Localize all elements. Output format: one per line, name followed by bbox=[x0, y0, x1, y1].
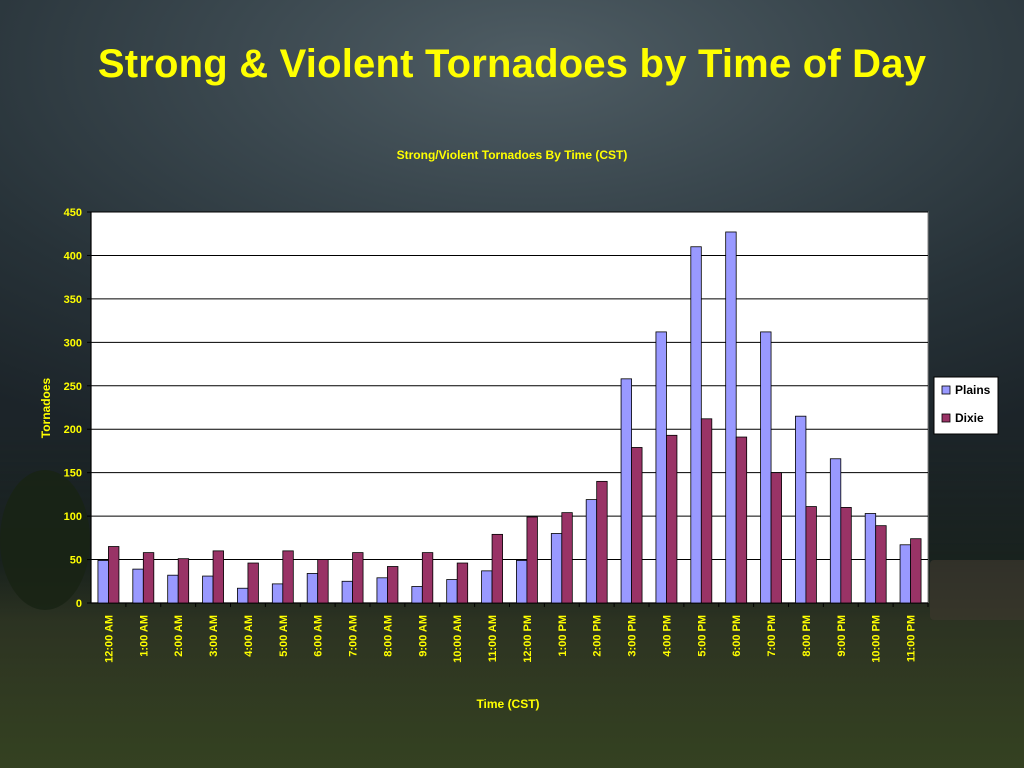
x-tick-label: 9:00 AM bbox=[417, 615, 429, 657]
x-tick-label: 10:00 AM bbox=[452, 615, 464, 663]
y-tick-label: 150 bbox=[64, 468, 82, 480]
bar-plains bbox=[167, 574, 179, 604]
x-tick-label: 5:00 PM bbox=[696, 615, 708, 657]
bar-dixie bbox=[142, 552, 155, 604]
bar-dixie bbox=[421, 552, 434, 604]
legend-label-plains: Plains bbox=[955, 383, 991, 397]
bar-plains bbox=[725, 231, 737, 604]
slide-title: Strong & Violent Tornadoes by Time of Da… bbox=[97, 42, 927, 86]
bar-dixie bbox=[491, 533, 503, 604]
y-tick-label: 50 bbox=[70, 555, 82, 567]
bar-plains bbox=[376, 577, 388, 604]
x-tick-label: 2:00 AM bbox=[173, 615, 185, 657]
bar-dixie bbox=[561, 512, 573, 604]
bar-plains bbox=[795, 415, 807, 604]
bar-dixie bbox=[700, 418, 713, 604]
x-tick-label: 1:00 PM bbox=[557, 615, 569, 657]
bar-plains bbox=[585, 499, 598, 604]
plot-area bbox=[90, 211, 929, 604]
x-tick-label: 6:00 AM bbox=[313, 615, 325, 657]
bar-dixie bbox=[805, 506, 817, 604]
y-tick-label: 300 bbox=[64, 337, 82, 349]
x-tick-label: 7:00 PM bbox=[766, 615, 778, 657]
bar-dixie bbox=[666, 434, 678, 604]
bar-dixie bbox=[526, 516, 538, 604]
x-tick-label: 7:00 AM bbox=[348, 615, 360, 657]
bar-dixie bbox=[910, 538, 922, 604]
x-tick-label: 12:00 PM bbox=[522, 615, 534, 663]
legend-label-dixie: Dixie bbox=[955, 411, 984, 425]
bar-plains bbox=[132, 568, 144, 604]
y-tick-label: 350 bbox=[64, 294, 82, 306]
y-tick-label: 250 bbox=[64, 381, 82, 393]
x-tick-label: 6:00 PM bbox=[731, 615, 743, 657]
bar-plains bbox=[411, 586, 423, 604]
x-axis-label: Time (CST) bbox=[476, 697, 539, 711]
bar-plains bbox=[306, 573, 319, 604]
bar-plains bbox=[446, 579, 458, 604]
y-tick-label: 200 bbox=[64, 424, 82, 436]
legend-swatch-dixie bbox=[941, 413, 951, 423]
bar-plains bbox=[271, 583, 284, 604]
bar-plains bbox=[690, 246, 702, 604]
bar-dixie bbox=[387, 566, 399, 604]
x-tick-label: 11:00 PM bbox=[906, 615, 918, 662]
bar-dixie bbox=[177, 558, 190, 604]
bar-dixie bbox=[317, 559, 329, 604]
y-tick-label: 100 bbox=[64, 511, 82, 523]
x-tick-label: 12:00 AM bbox=[103, 615, 115, 663]
bar-plains bbox=[829, 458, 842, 604]
bar-dixie bbox=[247, 562, 259, 604]
bar-dixie bbox=[840, 507, 852, 604]
bar-dixie bbox=[108, 546, 120, 604]
bar-plains bbox=[97, 560, 109, 604]
bar-dixie bbox=[456, 562, 469, 604]
x-tick-label: 8:00 PM bbox=[801, 615, 813, 657]
bar-plains bbox=[550, 533, 563, 604]
x-tick-label: 2:00 PM bbox=[592, 615, 604, 657]
bar-plains bbox=[341, 580, 353, 604]
bar-dixie bbox=[282, 550, 294, 604]
y-tick-label: 450 bbox=[64, 207, 82, 219]
x-tick-label: 11:00 AM bbox=[487, 615, 499, 662]
x-tick-label: 3:00 AM bbox=[208, 615, 220, 657]
bar-dixie bbox=[352, 552, 364, 604]
x-tick-label: 10:00 PM bbox=[871, 615, 883, 663]
x-tick-label: 4:00 PM bbox=[661, 615, 673, 657]
bar-plains bbox=[237, 587, 249, 604]
x-tick-label: 9:00 PM bbox=[836, 615, 848, 657]
x-tick-label: 8:00 AM bbox=[382, 615, 394, 657]
x-tick-label: 3:00 PM bbox=[627, 615, 639, 657]
y-tick-label: 400 bbox=[64, 250, 82, 262]
bar-dixie bbox=[735, 436, 748, 604]
bar-dixie bbox=[875, 525, 887, 604]
chart-title: Strong/Violent Tornadoes By Time (CST) bbox=[397, 148, 628, 162]
bar-dixie bbox=[212, 550, 224, 604]
bar-plains bbox=[620, 378, 632, 604]
bar-dixie bbox=[770, 472, 782, 604]
bar-plains bbox=[202, 575, 214, 604]
x-tick-label: 5:00 AM bbox=[278, 615, 290, 657]
bar-plains bbox=[516, 560, 528, 604]
x-tick-label: 4:00 AM bbox=[243, 615, 255, 657]
bar-plains bbox=[899, 544, 911, 604]
bar-plains bbox=[655, 331, 667, 604]
y-axis-label: Tornadoes bbox=[39, 377, 53, 438]
y-tick-label: 0 bbox=[76, 598, 82, 610]
bar-dixie bbox=[631, 447, 643, 604]
bar-dixie bbox=[596, 480, 608, 604]
bar-plains bbox=[481, 570, 493, 604]
legend-swatch-plains bbox=[941, 385, 951, 395]
x-tick-label: 1:00 AM bbox=[138, 615, 150, 657]
bar-plains bbox=[760, 331, 772, 604]
bar-plains bbox=[864, 513, 877, 604]
